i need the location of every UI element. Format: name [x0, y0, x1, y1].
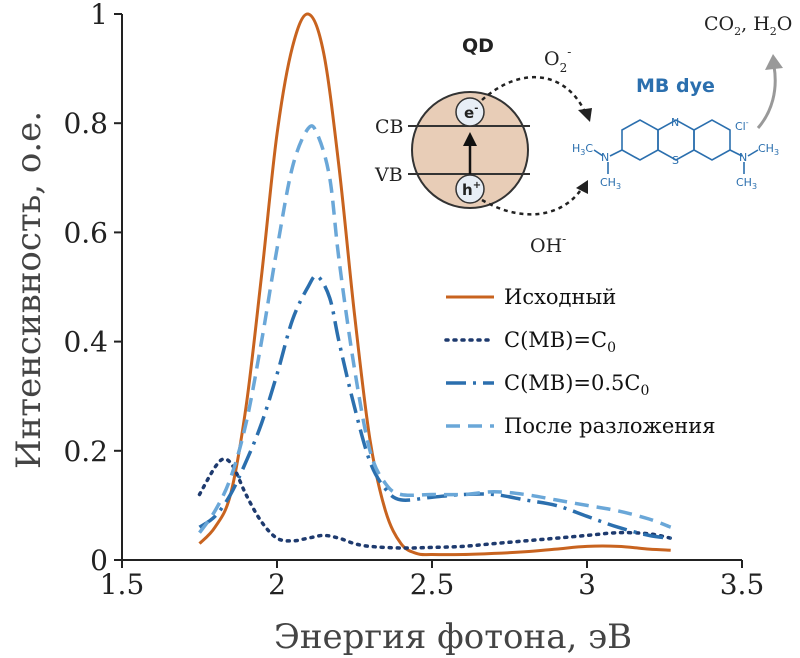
series-line-1 — [198, 12, 671, 557]
hole-circle — [455, 174, 485, 204]
hydroxyl-label: OH- — [530, 232, 566, 257]
series-line-3 — [198, 274, 671, 540]
superoxide-label: O2- — [544, 45, 571, 75]
y-tick-label: 0.4 — [63, 326, 108, 359]
methylene-blue-structure — [593, 119, 759, 174]
series-line-4 — [198, 124, 672, 534]
electron-symbol: e- — [464, 103, 478, 122]
cb-label: CB — [375, 116, 404, 138]
excitation-arrowhead-icon — [463, 132, 477, 146]
hole-transfer-arrowhead-icon — [576, 180, 588, 194]
y-tick-label: 1 — [90, 0, 108, 31]
right-amine-n: N — [739, 151, 747, 164]
y-axis-label: Интенсивность, о.е. — [9, 111, 49, 469]
series-group — [197, 12, 673, 557]
y-tick-label: 0.6 — [63, 216, 108, 249]
x-tick-label: 2.5 — [410, 568, 455, 601]
axes: 1.5 2 2.5 3 3.5 0 0.2 0.4 0.6 0.8 1 — [63, 0, 764, 601]
electron-transfer-arrowhead-icon — [578, 108, 592, 122]
electron-circle — [455, 97, 485, 127]
right-methyl-bottom: CH3 — [736, 176, 757, 191]
x-tick-label: 3.5 — [720, 568, 765, 601]
x-tick-label: 3 — [578, 568, 596, 601]
sulfur-label: S — [672, 154, 679, 167]
legend-label: C(MB)=0.5C0 — [504, 371, 649, 399]
x-axis-label: Энергия фотона, эВ — [274, 617, 632, 657]
vb-label: VB — [374, 164, 403, 186]
hole-symbol: h+ — [462, 180, 481, 199]
mb-dye-label: MB dye — [636, 75, 715, 97]
series-line-2 — [197, 457, 673, 550]
ring-nitrogen-label: N — [671, 116, 679, 129]
legend-label: Исходный — [504, 285, 616, 309]
x-tick-label: 2 — [268, 568, 286, 601]
legend-label: C(MB)=C0 — [504, 328, 616, 356]
left-methyl-bottom: CH3 — [600, 176, 621, 191]
degradation-arrow — [756, 65, 777, 129]
qd-label: QD — [462, 35, 494, 57]
chloride-label: Cl- — [735, 118, 749, 133]
y-tick-label: 0.8 — [63, 107, 108, 140]
left-methyl-top: H3C — [572, 142, 593, 157]
electron-transfer-arrow — [481, 76, 587, 113]
photocatalysis-inset: QD CB VB e- h+ O2- OH- MB dye N — [374, 13, 792, 257]
x-tick-label: 1.5 — [100, 568, 145, 601]
legend: Исходный C(MB)=C0 C(MB)=0.5C0 После разложе… — [444, 285, 716, 438]
y-tick-label: 0 — [90, 544, 108, 577]
legend-label: После разложения — [504, 414, 716, 438]
products-label: CO2, H2O — [704, 13, 792, 38]
right-methyl-top: CH3 — [758, 142, 779, 157]
y-tick-label: 0.2 — [63, 435, 108, 468]
degradation-arrowhead-icon — [765, 54, 783, 70]
left-amine-n: N — [601, 151, 609, 164]
